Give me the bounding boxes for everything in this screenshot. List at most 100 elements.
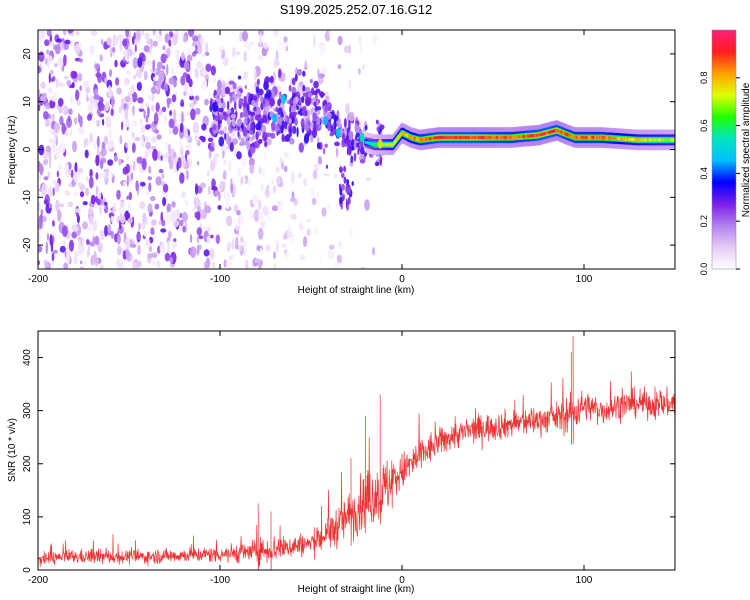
spectrogram-cell (231, 118, 236, 128)
spectrogram-cell (119, 135, 123, 145)
spectrogram-cell (316, 109, 321, 116)
spectrogram-cell (271, 205, 278, 212)
spectrogram-cell (79, 85, 83, 91)
spectrogram-cell (340, 204, 343, 210)
spectrogram-cell (69, 239, 74, 252)
spectrogram-cell (312, 170, 318, 180)
spectrogram-cell (303, 177, 308, 187)
spectrogram-cell (127, 91, 132, 97)
snr-frame (37, 330, 676, 571)
spectrogram-cell (123, 103, 127, 109)
spectrogram-cell (133, 32, 136, 39)
spectrogram-cell (41, 183, 48, 196)
spectrogram-cell (257, 199, 262, 211)
spectrogram-cell (151, 260, 156, 265)
spectrogram-cell (125, 236, 131, 249)
spectrogram-cell (127, 217, 133, 224)
spectrogram-cell (61, 107, 65, 114)
spectrogram-cell (53, 91, 58, 96)
spectrogram-cell (321, 66, 327, 76)
spectrogram-cell (244, 246, 248, 252)
spectrogram-cell (362, 64, 365, 70)
spectrogram-cell (195, 107, 201, 115)
spectrogram-cell (132, 262, 138, 269)
spectrogram-cell (374, 161, 380, 167)
spectrogram-cell (290, 171, 295, 184)
spectrogram-cell (248, 41, 255, 46)
spectrogram-cell (167, 240, 171, 249)
spectrogram-cell (285, 134, 291, 142)
spectrogram-cell (139, 103, 144, 109)
spectrogram-cell (162, 65, 166, 70)
spectrogram-cell (114, 59, 118, 68)
spectrogram-cell (197, 41, 203, 55)
spectrogram-cell (233, 101, 237, 111)
spectrogram-cell (66, 117, 72, 128)
spectrogram-cell (121, 121, 124, 131)
spectrogram-cell (190, 234, 193, 243)
spectrogram-cell (274, 237, 278, 249)
spectrogram-cell (75, 208, 82, 213)
snr-x-tick-label: 0 (399, 575, 405, 586)
spectrogram-cell (327, 248, 335, 260)
spectrogram-cell (233, 184, 237, 195)
spectrogram-cell (237, 75, 242, 80)
spectrogram-cell (38, 201, 41, 212)
spectrogram-cell (90, 194, 96, 205)
spectrogram-cell (131, 83, 135, 94)
spectrogram-cell (39, 216, 43, 229)
spectrogram-cell (247, 177, 253, 189)
spectrogram-cell (236, 118, 242, 127)
spectrogram-cell (123, 119, 130, 125)
spectrogram-cell (221, 49, 226, 58)
colorbar-tick-label: 0.4 (699, 167, 709, 180)
spectrogram-cell (177, 220, 184, 226)
spectrogram-cell (237, 245, 243, 252)
spectrogram-cell (306, 108, 311, 120)
spectrogram-x-axis-label: Height of straight line (km) (298, 285, 415, 296)
spectrogram-cell (317, 156, 323, 165)
spectrogram-cell (48, 203, 53, 209)
spectrogram-cell (168, 230, 172, 239)
spectrogram-cell (226, 100, 230, 111)
spectrogram-cell (152, 234, 156, 239)
spectrogram-cell (269, 97, 275, 107)
spectrogram-cell (313, 80, 319, 89)
spectrogram-cell (228, 91, 233, 97)
spectrogram-cell (140, 140, 146, 148)
spectrogram-cell (224, 86, 231, 95)
spectrogram-cell (49, 234, 53, 247)
spectrogram-cell (315, 191, 320, 197)
spectrogram-cell (46, 55, 53, 63)
spectrogram-cell (230, 182, 234, 194)
spectrogram-cell (326, 101, 332, 111)
spectrogram-cell (201, 78, 208, 90)
spectrogram-cell (63, 262, 69, 269)
spectrogram-cell (263, 81, 269, 91)
spectrogram-cell (189, 95, 194, 101)
spectrogram-cell (180, 99, 184, 105)
spectrogram-cell (255, 131, 259, 141)
spectrogram-cell (55, 44, 61, 55)
spectrogram-cell (107, 159, 114, 166)
spectrogram-cell (83, 260, 88, 267)
spectrogram-cell (163, 82, 169, 92)
spectrogram-cell (328, 244, 335, 250)
spectrogram-cell (182, 225, 186, 233)
spectrogram-cell (301, 106, 307, 116)
spectrogram-cell (145, 115, 149, 123)
spectrogram-cell (188, 78, 193, 88)
spectrogram-cell (186, 169, 189, 180)
spectrogram-plot-area (38, 30, 675, 269)
spectrogram-cell (146, 60, 153, 66)
spectrogram-cell (246, 92, 249, 101)
spectrogram-cell (113, 155, 118, 162)
spectrogram-cell (359, 132, 365, 143)
spectrogram-cell (354, 123, 358, 131)
colorbar: 0.0 0.2 0.4 0.6 0.8 Normalized spectral ampl… (699, 29, 750, 275)
spectrogram-cell (159, 242, 166, 255)
spectrogram-cell (242, 106, 248, 113)
spectrogram-cell (160, 155, 163, 162)
spectrogram-cell (196, 234, 200, 244)
spectrogram-cell (104, 201, 108, 206)
